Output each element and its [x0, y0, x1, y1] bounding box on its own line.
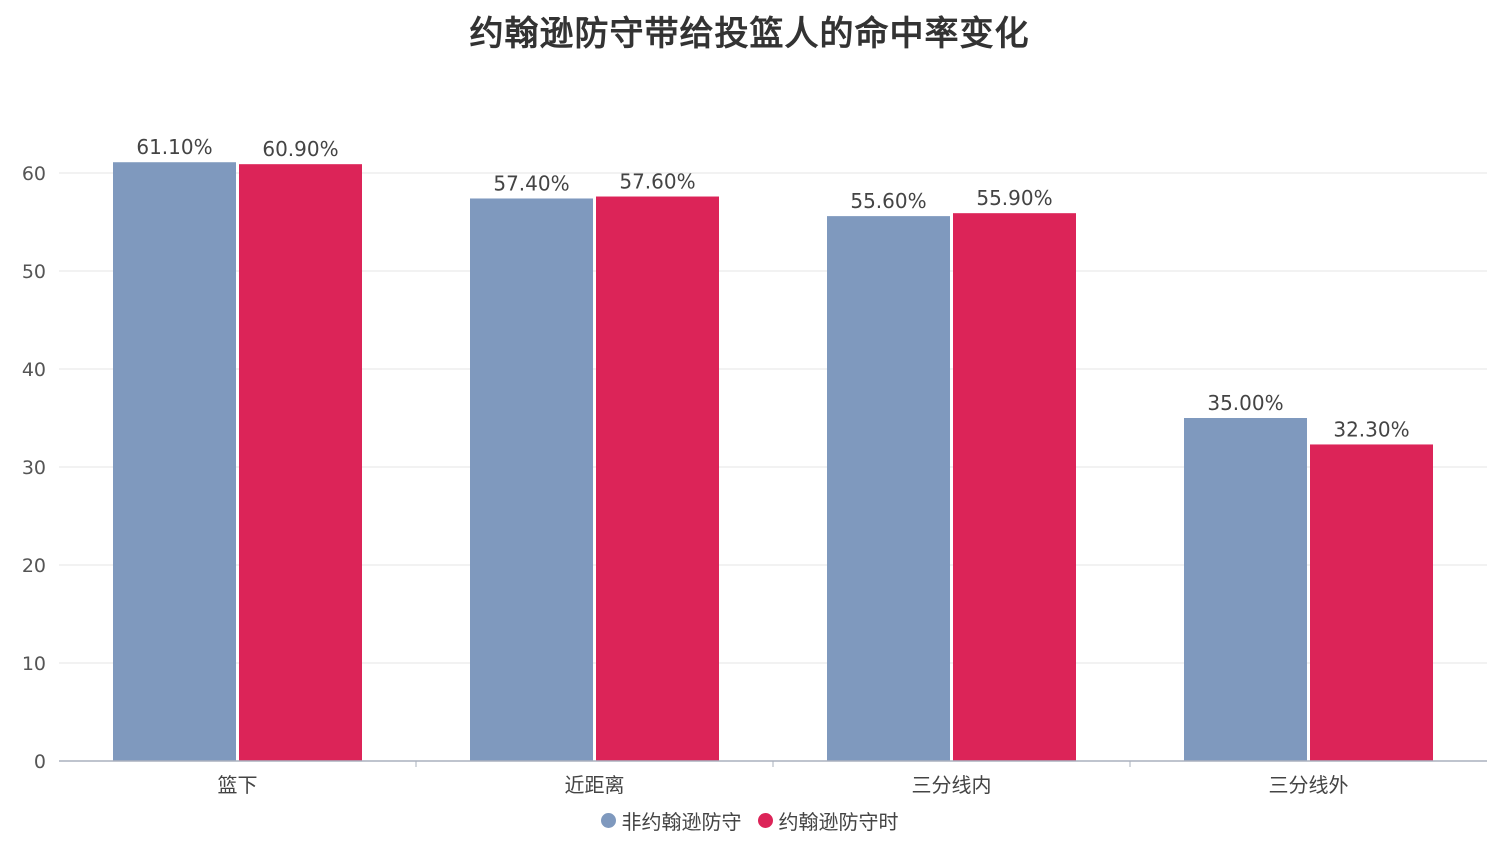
data-label: 57.40% [493, 171, 569, 195]
data-label: 60.90% [262, 137, 338, 161]
data-label: 55.60% [850, 189, 926, 213]
legend-label: 非约翰逊防守 [621, 810, 742, 834]
legend-label: 约翰逊防守时 [778, 810, 899, 834]
bar-johnson [239, 164, 362, 761]
bar-johnson [596, 196, 719, 761]
y-tick-label: 10 [22, 653, 46, 675]
y-tick-label: 40 [22, 359, 46, 381]
legend: 非约翰逊防守 约翰逊防守时 [0, 806, 1499, 835]
bar-non-johnson [113, 162, 236, 762]
bar-johnson [953, 213, 1076, 761]
x-category-label: 三分线外 [1269, 773, 1349, 797]
y-tick-label: 60 [22, 163, 46, 185]
data-label: 61.10% [136, 135, 212, 159]
legend-item[interactable]: 约翰逊防守时 [757, 806, 899, 835]
data-label: 35.00% [1207, 391, 1283, 415]
data-label: 57.60% [619, 170, 695, 194]
bar-non-johnson [827, 216, 950, 761]
x-category-label: 三分线内 [912, 773, 992, 797]
legend-marker-icon [600, 813, 616, 828]
y-tick-label: 20 [22, 555, 46, 577]
x-category-label: 篮下 [218, 773, 258, 797]
y-tick-label: 30 [22, 457, 46, 479]
x-category-label: 近距离 [565, 773, 625, 797]
legend-marker-icon [757, 813, 773, 828]
y-tick-label: 50 [22, 261, 46, 283]
chart-title: 约翰逊防守带给投篮人的命中率变化 [469, 14, 1030, 54]
data-label: 32.30% [1333, 417, 1409, 441]
y-tick-label: 0 [34, 751, 46, 773]
bar-non-johnson [470, 198, 593, 762]
bar-johnson [1310, 444, 1433, 761]
bar-non-johnson [1184, 418, 1307, 761]
data-label: 55.90% [976, 186, 1052, 210]
legend-item[interactable]: 非约翰逊防守 [600, 806, 742, 835]
